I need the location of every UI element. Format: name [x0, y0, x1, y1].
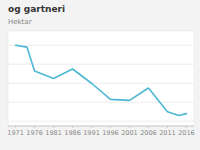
x-tick-label: 1976 — [26, 129, 43, 137]
grid-line — [8, 121, 194, 122]
x-tick — [15, 126, 16, 128]
grid-line — [8, 64, 194, 65]
x-tick-label: 2011 — [159, 129, 176, 137]
line — [16, 45, 187, 115]
x-tick — [34, 126, 35, 128]
x-tick — [186, 126, 187, 128]
background — [0, 0, 200, 150]
x-axis — [8, 126, 194, 127]
x-tick — [110, 126, 111, 128]
x-tick — [53, 126, 54, 128]
x-tick — [129, 126, 130, 128]
x-tick — [72, 126, 73, 128]
x-tick-label: 1971 — [7, 129, 24, 137]
x-tick-label: 2006 — [140, 129, 157, 137]
x-tick — [167, 126, 168, 128]
chart: 1971197619811986199119962001200620112016… — [0, 0, 200, 150]
x-tick-label: 1996 — [102, 129, 119, 137]
x-tick-label: 1981 — [45, 129, 62, 137]
x-tick-label: 1991 — [83, 129, 100, 137]
x-tick-label: 2016 — [178, 129, 195, 137]
x-tick-label: 1986 — [64, 129, 81, 137]
grid-line — [8, 45, 194, 46]
y-label: Hektar — [8, 18, 32, 26]
x-tick — [148, 126, 149, 128]
x-tick — [91, 126, 92, 128]
title: og gartneri — [8, 4, 65, 14]
grid-line — [8, 102, 194, 103]
x-tick-label: 2001 — [121, 129, 138, 137]
grid-line — [8, 83, 194, 84]
plot-area — [8, 31, 194, 126]
plot-group — [16, 45, 187, 115]
